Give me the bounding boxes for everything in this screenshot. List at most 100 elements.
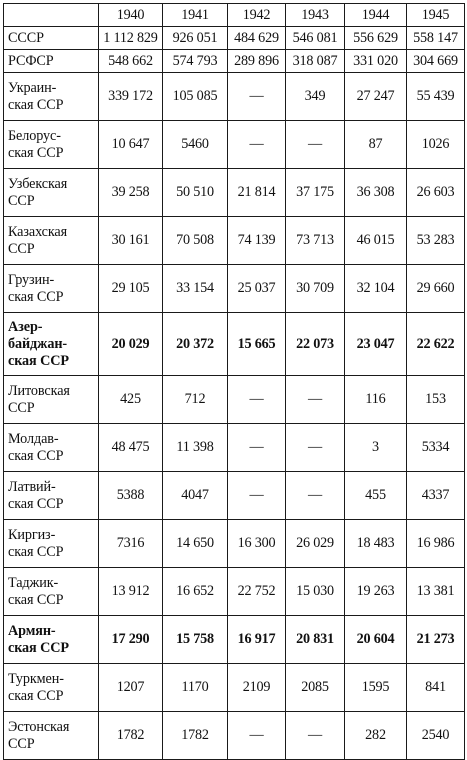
value-cell-1941: 14 650: [162, 519, 228, 568]
region-name-line: ская ССР: [8, 144, 64, 161]
value-cell-1943: 20 831: [285, 615, 345, 664]
value-cell-1942: 16 917: [227, 615, 286, 664]
value-cell-1940: 7316: [98, 519, 163, 568]
region-name-line: Белорус-: [8, 127, 61, 144]
region-name-line: ская ССР: [8, 288, 64, 305]
value-cell-1945: 5334: [406, 423, 465, 472]
header-row: 1940 1941 1942 1943 1944 1945: [3, 3, 465, 27]
table-row: Белорус-ская ССР 10 647 5460— —87 1026: [3, 120, 465, 169]
value-cell-1941: 926 051: [162, 26, 228, 50]
table-row: СССР 1 112 829 926 051 484 629 546 081 556 62…: [3, 26, 465, 50]
value-cell-1941: 574 793: [162, 49, 228, 73]
value-cell-1940: 339 172: [98, 72, 163, 121]
value-cell-1942: —: [227, 120, 286, 169]
value-cell-1942: 16 300: [227, 519, 286, 568]
region-name-line: Казахская: [8, 223, 68, 240]
region-name-cell: Киргиз-ская ССР: [3, 519, 99, 568]
statistics-table: 1940 1941 1942 1943 1944 1945 СССР 1 112 …: [3, 3, 465, 760]
value-cell-1941: 16 652: [162, 567, 228, 616]
value-cell-1945: 21 273: [406, 615, 465, 664]
value-cell-1940: 548 662: [98, 49, 163, 73]
region-name-line: байджан-: [8, 335, 68, 352]
value-cell-1940: 425: [98, 375, 163, 424]
value-cell-1941: 5460: [162, 120, 228, 169]
value-cell-1944: 3: [344, 423, 407, 472]
value-cell-1941: 1782: [162, 711, 228, 760]
table-row: Латвий-ская ССР 5388 4047— —455 4337: [3, 471, 465, 520]
region-name-line: ская ССР: [8, 495, 64, 512]
region-name-cell: Азер-байджан-ская ССР: [3, 312, 99, 376]
value-cell-1944: 20 604: [344, 615, 407, 664]
value-cell-1942: 2109: [227, 663, 286, 712]
value-cell-1943: —: [285, 471, 345, 520]
region-name-line: ская ССР: [8, 96, 64, 113]
value-cell-1941: 11 398: [162, 423, 228, 472]
region-name-cell: Литовская ССР: [3, 375, 99, 424]
region-name-line: Узбекская: [8, 175, 68, 192]
region-name-line: СССР: [8, 29, 44, 46]
region-name-line: Латвий-: [8, 478, 56, 495]
value-cell-1940: 39 258: [98, 168, 163, 217]
value-cell-1940: 1 112 829: [98, 26, 163, 50]
value-cell-1940: 20 029: [98, 312, 163, 376]
value-cell-1943: —: [285, 375, 345, 424]
region-name-cell: Армян-ская ССР: [3, 615, 99, 664]
value-cell-1944: 1595: [344, 663, 407, 712]
value-cell-1941: 20 372: [162, 312, 228, 376]
value-cell-1943: 22 073: [285, 312, 345, 376]
region-name-cell: РСФСР: [3, 49, 99, 73]
table-row: Молдав-ская ССР 48 475 11 398— —3 5334: [3, 423, 465, 472]
region-name-line: ССР: [8, 192, 35, 209]
region-name-cell: Грузин-ская ССР: [3, 264, 99, 313]
table-row: Узбекская ССР 39 258 50 510 21 814 37 175 36 3…: [3, 168, 465, 217]
value-cell-1944: 556 629: [344, 26, 407, 50]
value-cell-1944: 46 015: [344, 216, 407, 265]
region-name-line: Эстонская: [8, 718, 70, 735]
value-cell-1945: 841: [406, 663, 465, 712]
region-name-cell: СССР: [3, 26, 99, 50]
value-cell-1943: 546 081: [285, 26, 345, 50]
value-cell-1944: 19 263: [344, 567, 407, 616]
value-cell-1941: 4047: [162, 471, 228, 520]
value-cell-1941: 712: [162, 375, 228, 424]
value-cell-1941: 1170: [162, 663, 228, 712]
region-name-line: ская ССР: [8, 639, 69, 656]
region-name-cell: Латвий-ская ССР: [3, 471, 99, 520]
region-name-line: Азер-: [8, 318, 43, 335]
value-cell-1942: —: [227, 72, 286, 121]
year-header-1942: 1942: [227, 3, 286, 27]
value-cell-1941: 105 085: [162, 72, 228, 121]
region-name-line: ССР: [8, 240, 35, 257]
value-cell-1945: 153: [406, 375, 465, 424]
year-header-1941: 1941: [162, 3, 228, 27]
value-cell-1940: 1207: [98, 663, 163, 712]
year-header-1940: 1940: [98, 3, 163, 27]
header-corner-cell: [3, 3, 99, 27]
region-name-line: ская ССР: [8, 352, 69, 369]
value-cell-1941: 70 508: [162, 216, 228, 265]
value-cell-1940: 29 105: [98, 264, 163, 313]
region-name-line: ская ССР: [8, 543, 64, 560]
value-cell-1942: 25 037: [227, 264, 286, 313]
value-cell-1943: 318 087: [285, 49, 345, 73]
value-cell-1943: 15 030: [285, 567, 345, 616]
value-cell-1940: 1782: [98, 711, 163, 760]
region-name-line: ская ССР: [8, 687, 64, 704]
value-cell-1942: 15 665: [227, 312, 286, 376]
region-name-cell: Узбекская ССР: [3, 168, 99, 217]
value-cell-1945: 26 603: [406, 168, 465, 217]
region-name-line: Таджик-: [8, 574, 59, 591]
value-cell-1944: 32 104: [344, 264, 407, 313]
value-cell-1943: —: [285, 423, 345, 472]
region-name-cell: Казахская ССР: [3, 216, 99, 265]
value-cell-1945: 558 147: [406, 26, 465, 50]
value-cell-1943: —: [285, 711, 345, 760]
value-cell-1943: 30 709: [285, 264, 345, 313]
value-cell-1940: 13 912: [98, 567, 163, 616]
table-row: Украин-ская ССР 339 172 105 085—349 27 247 5…: [3, 72, 465, 121]
value-cell-1943: 73 713: [285, 216, 345, 265]
region-name-cell: Украин-ская ССР: [3, 72, 99, 121]
value-cell-1940: 30 161: [98, 216, 163, 265]
region-name-line: Армян-: [8, 622, 56, 639]
